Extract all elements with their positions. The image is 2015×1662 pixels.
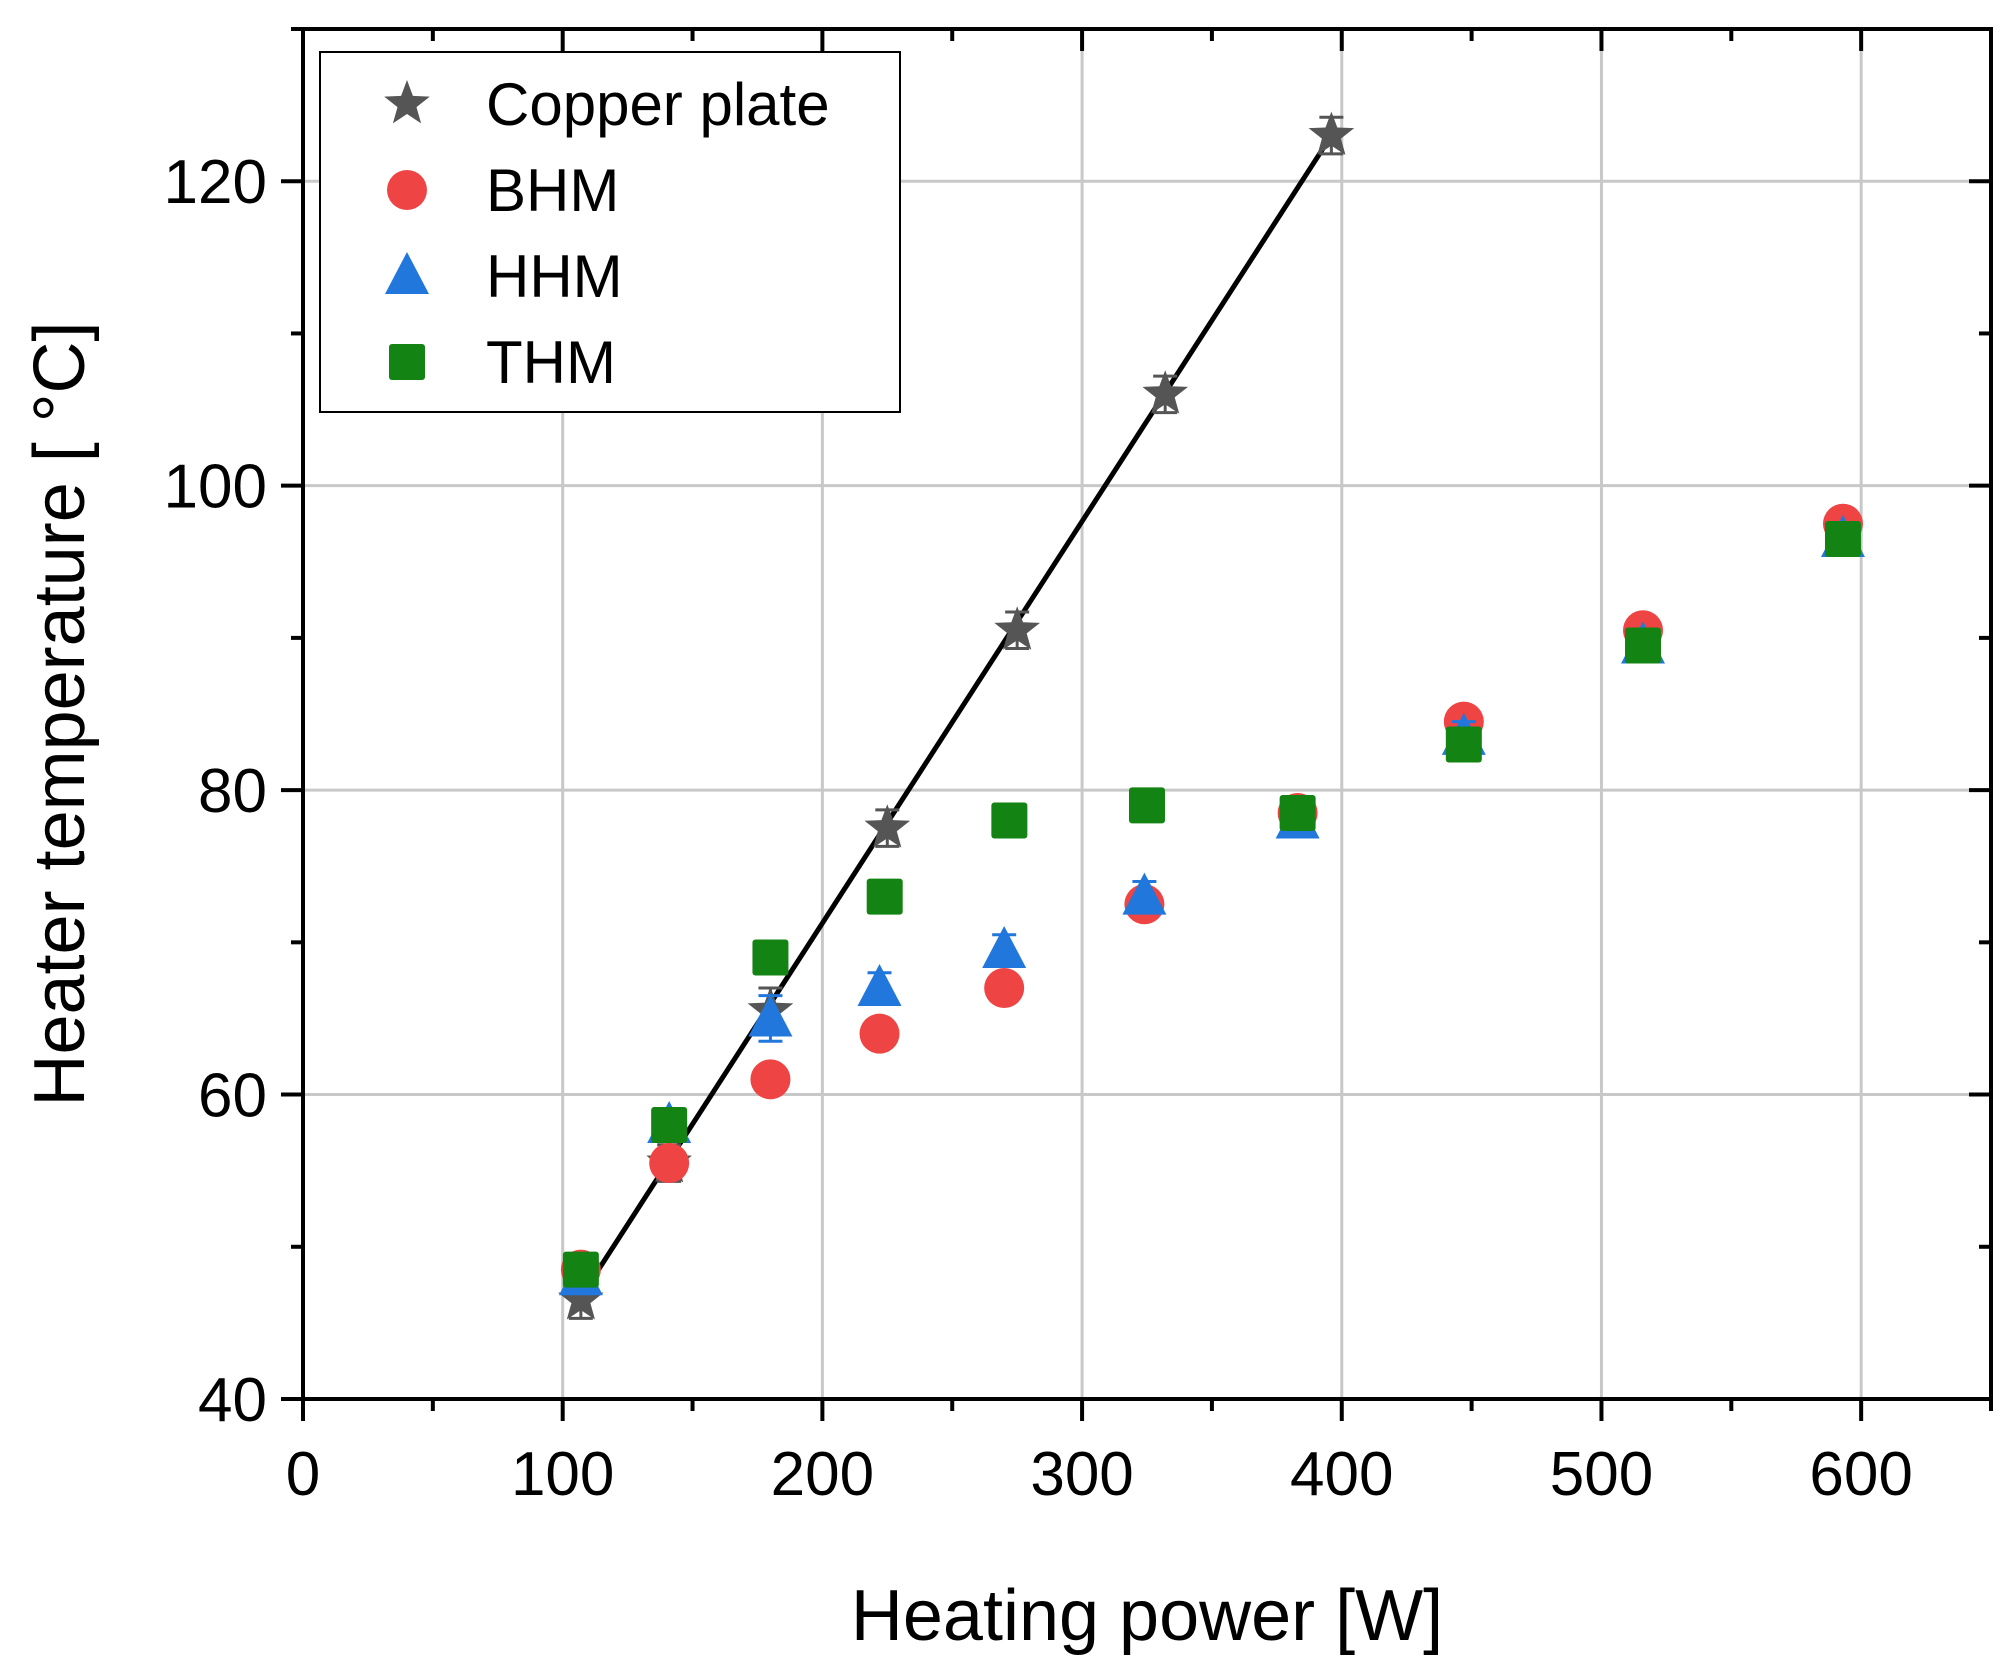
- legend-label: BHM: [486, 157, 619, 224]
- star-point: [1142, 370, 1188, 414]
- y-tick-label: 60: [198, 1062, 267, 1131]
- circle-point: [750, 1059, 791, 1100]
- data-markers: [558, 111, 1865, 1320]
- square-point: [651, 1107, 688, 1143]
- x-tick-label: 400: [1290, 1440, 1393, 1509]
- plot-area-frame: [301, 27, 1993, 1401]
- triangle-point: [857, 964, 902, 1006]
- y-axis-tick-labels: 40 60 80 100 120: [164, 148, 267, 1435]
- y-tick-label: 80: [198, 757, 267, 826]
- x-tick-label: 100: [511, 1440, 614, 1509]
- copper-plate-fit-line: [586, 134, 1334, 1287]
- y-tick-label: 120: [164, 148, 267, 217]
- circle-point: [984, 968, 1025, 1008]
- star-point: [558, 1276, 604, 1320]
- square-point: [991, 802, 1028, 839]
- square-point: [1625, 627, 1662, 664]
- y-axis-title: Heater temperature [ °C]: [20, 321, 100, 1106]
- x-tick-label: 600: [1809, 1440, 1912, 1509]
- star-point: [1308, 111, 1355, 155]
- legend-label: THM: [486, 329, 616, 396]
- y-tick-label: 100: [164, 453, 267, 522]
- square-point: [1279, 794, 1316, 831]
- x-tick-label: 300: [1030, 1440, 1133, 1509]
- series-bhm: [560, 503, 1863, 1290]
- square-point: [1129, 787, 1165, 824]
- y-tick-label: 40: [198, 1366, 267, 1435]
- x-axis-tick-labels: 0 100 200 300 400 500 600: [286, 1440, 1913, 1509]
- triangle-point: [748, 994, 793, 1037]
- axis-ticks: [281, 27, 1993, 1421]
- x-tick-label: 500: [1550, 1440, 1653, 1509]
- legend-label: HHM: [486, 243, 623, 310]
- square-point: [1824, 520, 1861, 557]
- series-hhm: [558, 514, 1865, 1296]
- square-point: [866, 878, 903, 915]
- legend-star-icon: [384, 80, 430, 124]
- square-point: [752, 939, 789, 976]
- circle-point: [859, 1013, 900, 1054]
- triangle-point: [1122, 872, 1167, 915]
- legend-square-icon: [389, 344, 425, 380]
- star-point: [864, 804, 911, 848]
- legend-label: Copper plate: [486, 71, 830, 138]
- fit-line-group: [586, 134, 1334, 1287]
- legend-circle-icon: [387, 170, 427, 210]
- circle-point: [649, 1143, 690, 1184]
- star-point: [994, 606, 1040, 650]
- x-tick-label: 0: [286, 1440, 320, 1509]
- legend-triangle-icon: [385, 252, 429, 294]
- series-thm: [562, 520, 1861, 1288]
- square-point: [1445, 726, 1482, 763]
- x-tick-label: 200: [771, 1440, 874, 1509]
- x-axis-title: Heating power [W]: [851, 1576, 1443, 1656]
- triangle-point: [982, 925, 1027, 968]
- legend: Copper plate BHM HHM THM: [319, 51, 901, 413]
- square-point: [562, 1251, 599, 1288]
